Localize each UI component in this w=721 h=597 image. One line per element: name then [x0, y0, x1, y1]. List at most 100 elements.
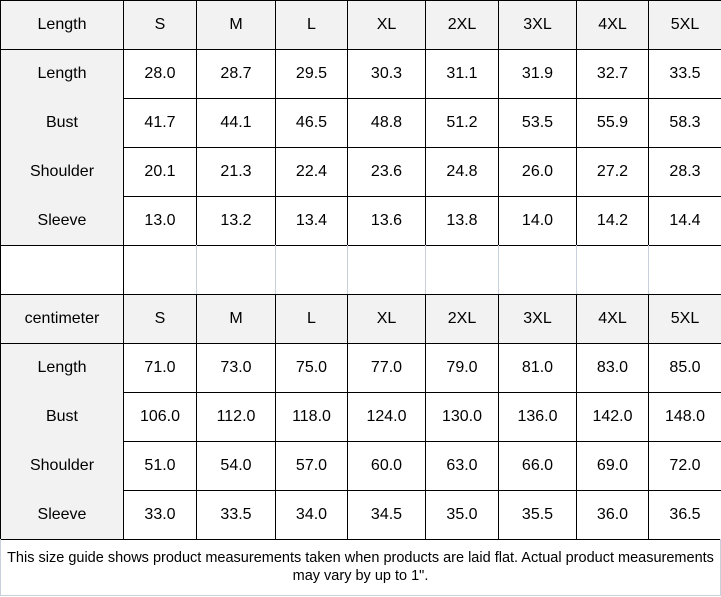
measurement-value: 14.4 [648, 196, 721, 246]
measurement-value: 130.0 [425, 392, 499, 442]
size-header-cell: M [196, 0, 276, 50]
measurement-value: 77.0 [347, 343, 426, 393]
measurement-value: 30.3 [347, 49, 426, 99]
measurement-value: 53.5 [498, 98, 577, 148]
measurement-value: 34.0 [275, 490, 348, 540]
measurement-value: 13.6 [347, 196, 426, 246]
measurement-value: 124.0 [347, 392, 426, 442]
size-header-cell: S [123, 294, 197, 344]
measurement-value: 75.0 [275, 343, 348, 393]
measurement-value: 35.5 [498, 490, 577, 540]
measurement-value: 14.0 [498, 196, 577, 246]
empty-cell [196, 245, 276, 295]
size-header-cell: S [123, 0, 197, 50]
measurement-value: 51.2 [425, 98, 499, 148]
size-header-cell: L [275, 0, 348, 50]
measurement-value: 85.0 [648, 343, 721, 393]
table-row: Length 71.0 73.0 75.0 77.0 79.0 81.0 83.0 85.0 [0, 343, 721, 393]
measurement-value: 44.1 [196, 98, 276, 148]
measurement-value: 28.3 [648, 147, 721, 197]
measurement-value: 112.0 [196, 392, 276, 442]
measurement-value: 73.0 [196, 343, 276, 393]
table-row: Sleeve 33.0 33.5 34.0 34.5 35.0 35.5 36.0 36.5 [0, 490, 721, 540]
measurement-label: Bust [0, 98, 124, 148]
empty-cell [123, 245, 197, 295]
spacer-row [0, 245, 721, 295]
measurement-value: 46.5 [275, 98, 348, 148]
empty-cell [648, 245, 721, 295]
measurement-value: 27.2 [576, 147, 649, 197]
measurement-value: 72.0 [648, 441, 721, 491]
size-header-cell: 2XL [425, 0, 499, 50]
measurement-label: Shoulder [0, 147, 124, 197]
header-row: Length S M L XL 2XL 3XL 4XL 5XL [0, 0, 721, 50]
measurement-value: 21.3 [196, 147, 276, 197]
measurement-value: 71.0 [123, 343, 197, 393]
measurement-value: 58.3 [648, 98, 721, 148]
measurement-value: 32.7 [576, 49, 649, 99]
measurement-value: 36.5 [648, 490, 721, 540]
measurement-value: 148.0 [648, 392, 721, 442]
measurement-value: 142.0 [576, 392, 649, 442]
measurement-value: 35.0 [425, 490, 499, 540]
size-header-cell: XL [347, 294, 426, 344]
measurement-value: 29.5 [275, 49, 348, 99]
size-header-cell: 5XL [648, 294, 721, 344]
note-text: This size guide shows product measuremen… [7, 550, 714, 584]
measurement-label: Sleeve [0, 490, 124, 540]
measurement-value: 60.0 [347, 441, 426, 491]
measurement-value: 69.0 [576, 441, 649, 491]
measurement-value: 28.7 [196, 49, 276, 99]
measurement-value: 83.0 [576, 343, 649, 393]
empty-cell [425, 245, 499, 295]
table-row: Shoulder 20.1 21.3 22.4 23.6 24.8 26.0 27.2 28.3 [0, 147, 721, 197]
size-header-cell: 2XL [425, 294, 499, 344]
measurement-value: 13.4 [275, 196, 348, 246]
measurement-value: 31.9 [498, 49, 577, 99]
measurement-value: 20.1 [123, 147, 197, 197]
measurement-value: 33.5 [648, 49, 721, 99]
size-guide-note: This size guide shows product measuremen… [0, 539, 721, 596]
measurement-value: 33.0 [123, 490, 197, 540]
measurement-label: Bust [0, 392, 124, 442]
header-row: centimeter S M L XL 2XL 3XL 4XL 5XL [0, 294, 721, 344]
size-header-cell: XL [347, 0, 426, 50]
size-table-inches: Length S M L XL 2XL 3XL 4XL 5XL Length 28.0 28.7 29.… [0, 0, 721, 246]
size-header-cell: 3XL [498, 294, 577, 344]
measurement-value: 36.0 [576, 490, 649, 540]
measurement-value: 118.0 [275, 392, 348, 442]
table-row: Length 28.0 28.7 29.5 30.3 31.1 31.9 32.7 33.5 [0, 49, 721, 99]
measurement-value: 23.6 [347, 147, 426, 197]
measurement-value: 66.0 [498, 441, 577, 491]
measurement-value: 13.8 [425, 196, 499, 246]
measurement-value: 54.0 [196, 441, 276, 491]
measurement-value: 28.0 [123, 49, 197, 99]
measurement-label: Sleeve [0, 196, 124, 246]
measurement-value: 48.8 [347, 98, 426, 148]
size-header-cell: 4XL [576, 0, 649, 50]
measurement-label: Length [0, 49, 124, 99]
table-row: Bust 106.0 112.0 118.0 124.0 130.0 136.0 142.0 1… [0, 392, 721, 442]
measurement-value: 63.0 [425, 441, 499, 491]
measurement-label: Length [0, 343, 124, 393]
measurement-value: 55.9 [576, 98, 649, 148]
unit-header-cell: centimeter [0, 294, 124, 344]
measurement-value: 22.4 [275, 147, 348, 197]
size-header-cell: 4XL [576, 294, 649, 344]
measurement-value: 106.0 [123, 392, 197, 442]
measurement-value: 14.2 [576, 196, 649, 246]
measurement-value: 41.7 [123, 98, 197, 148]
size-header-cell: 3XL [498, 0, 577, 50]
table-row: Sleeve 13.0 13.2 13.4 13.6 13.8 14.0 14.2 14.4 [0, 196, 721, 246]
size-header-cell: 5XL [648, 0, 721, 50]
table-row: Shoulder 51.0 54.0 57.0 60.0 63.0 66.0 69.0 72.0 [0, 441, 721, 491]
measurement-value: 13.0 [123, 196, 197, 246]
empty-cell [275, 245, 348, 295]
measurement-value: 33.5 [196, 490, 276, 540]
size-table-centimeters: centimeter S M L XL 2XL 3XL 4XL 5XL Length 71.0 73.… [0, 245, 721, 540]
size-header-cell: L [275, 294, 348, 344]
measurement-value: 31.1 [425, 49, 499, 99]
measurement-label: Shoulder [0, 441, 124, 491]
measurement-value: 26.0 [498, 147, 577, 197]
unit-header-cell: Length [0, 0, 124, 50]
